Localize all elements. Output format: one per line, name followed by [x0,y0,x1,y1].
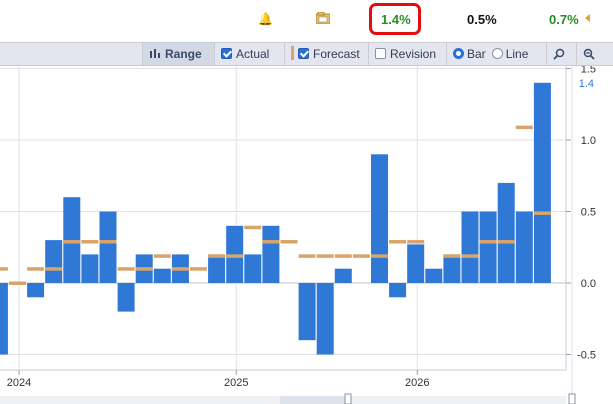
forecast-marker [298,254,316,258]
forecast-marker [153,254,171,258]
forecast-marker [0,267,8,271]
header-bar: 🔔 1.4% 0.5% 0.7% [0,0,613,40]
revision-label: Revision [390,47,437,61]
line-label: Line [505,47,529,61]
actual-bar [407,244,425,283]
forecast-marker [533,211,551,215]
forecast-marker [135,267,153,271]
forecast-toggle[interactable]: Forecast [284,43,368,65]
forecast-marker [407,240,425,244]
forecast-marker [226,254,244,258]
forecast-marker [352,254,370,258]
bell-icon[interactable]: 🔔 [258,12,273,26]
actual-bar [117,283,135,312]
actual-bar [244,254,262,283]
search-button[interactable] [546,43,576,65]
revision-checkbox[interactable] [375,48,386,59]
forecast-marker [9,281,26,285]
actual-toggle[interactable]: Actual [214,43,284,65]
last-value-label: 1.4 [579,78,594,90]
forecast-marker [443,254,461,258]
y-tick-label: 1.0 [581,135,596,147]
actual-bar [479,211,497,283]
y-tick-label: 0.5 [581,207,596,219]
forecast-marker [316,254,334,258]
actual-bar [208,254,226,283]
bar-label: Bar [467,47,486,61]
forecast-marker [461,254,479,258]
actual-checkbox[interactable] [221,48,232,59]
range-label: Range [165,47,202,61]
forecast-marker [371,254,388,258]
previous-value: 0.7% [549,12,579,27]
actual-bar [153,268,171,283]
forecast-marker [389,240,407,244]
forecast-marker [27,267,45,271]
search-icon [553,48,565,60]
forecast-marker [244,225,262,230]
forecast-marker [99,240,117,244]
forecast-marker [280,240,298,244]
actual-bar [81,254,99,283]
forecast-swatch [291,46,294,60]
actual-label: Actual [236,47,270,61]
forecast-marker [63,240,81,244]
forecast-marker [190,267,207,271]
actual-bar [316,283,334,355]
actual-bar [533,82,551,283]
forecast-marker [334,254,352,258]
forecast-checkbox[interactable] [298,48,309,59]
forecast-marker [45,267,63,271]
forecast-marker [479,240,497,244]
actual-highlight-box [369,3,421,35]
chart-mode-selector: Bar Line [446,43,546,65]
chart-area: 1.5 1.0 0.5 0.0 -0.5 1.4 2024 2025 2026 [0,66,613,404]
zoom-out-button[interactable] [576,43,613,65]
actual-bar [0,283,8,355]
y-axis-panel [566,66,613,404]
actual-bar [389,283,407,298]
actual-bar [515,211,533,283]
previous-revision-arrow-icon [585,14,590,22]
forecast-marker [262,240,280,244]
line-radio[interactable] [491,48,503,59]
x-tick-label: 2026 [405,377,429,389]
forecast-marker [171,267,189,271]
y-tick-label: 1.5 [581,66,596,76]
calendar-folder-icon[interactable] [316,12,330,24]
forecast-marker [117,267,135,271]
forecast-label: Forecast [313,47,360,61]
x-tick-label: 2024 [7,377,31,389]
actual-bar [371,154,388,283]
forecast-marker [81,240,99,244]
actual-bar [99,211,117,283]
consensus-value: 0.5% [467,12,497,27]
forecast-marker [497,240,515,244]
actual-bar [45,240,63,283]
actual-bar [262,225,280,283]
actual-bar [425,268,443,283]
navigator-window [280,396,350,404]
navigator-handle-right [568,393,576,404]
chart-toolbar: Range Actual Forecast Revision Bar Line [0,42,613,66]
zoom-out-icon [583,48,595,60]
actual-bar [334,268,352,283]
forecast-marker [515,125,533,130]
y-tick-label: 0.0 [581,278,596,290]
actual-bar [298,283,316,341]
actual-value: 1.4% [381,12,411,27]
bar-radio[interactable] [453,48,464,59]
range-button[interactable]: Range [142,43,214,65]
actual-bar [461,211,479,283]
x-tick-label: 2025 [224,377,248,389]
revision-toggle[interactable]: Revision [368,43,446,65]
actual-bar [443,254,461,283]
actual-bar [27,283,45,298]
y-tick-label: -0.5 [577,350,596,362]
forecast-marker [208,254,226,258]
actual-bar [497,182,515,283]
navigator-handle-left [344,393,352,404]
range-icon [150,49,160,58]
